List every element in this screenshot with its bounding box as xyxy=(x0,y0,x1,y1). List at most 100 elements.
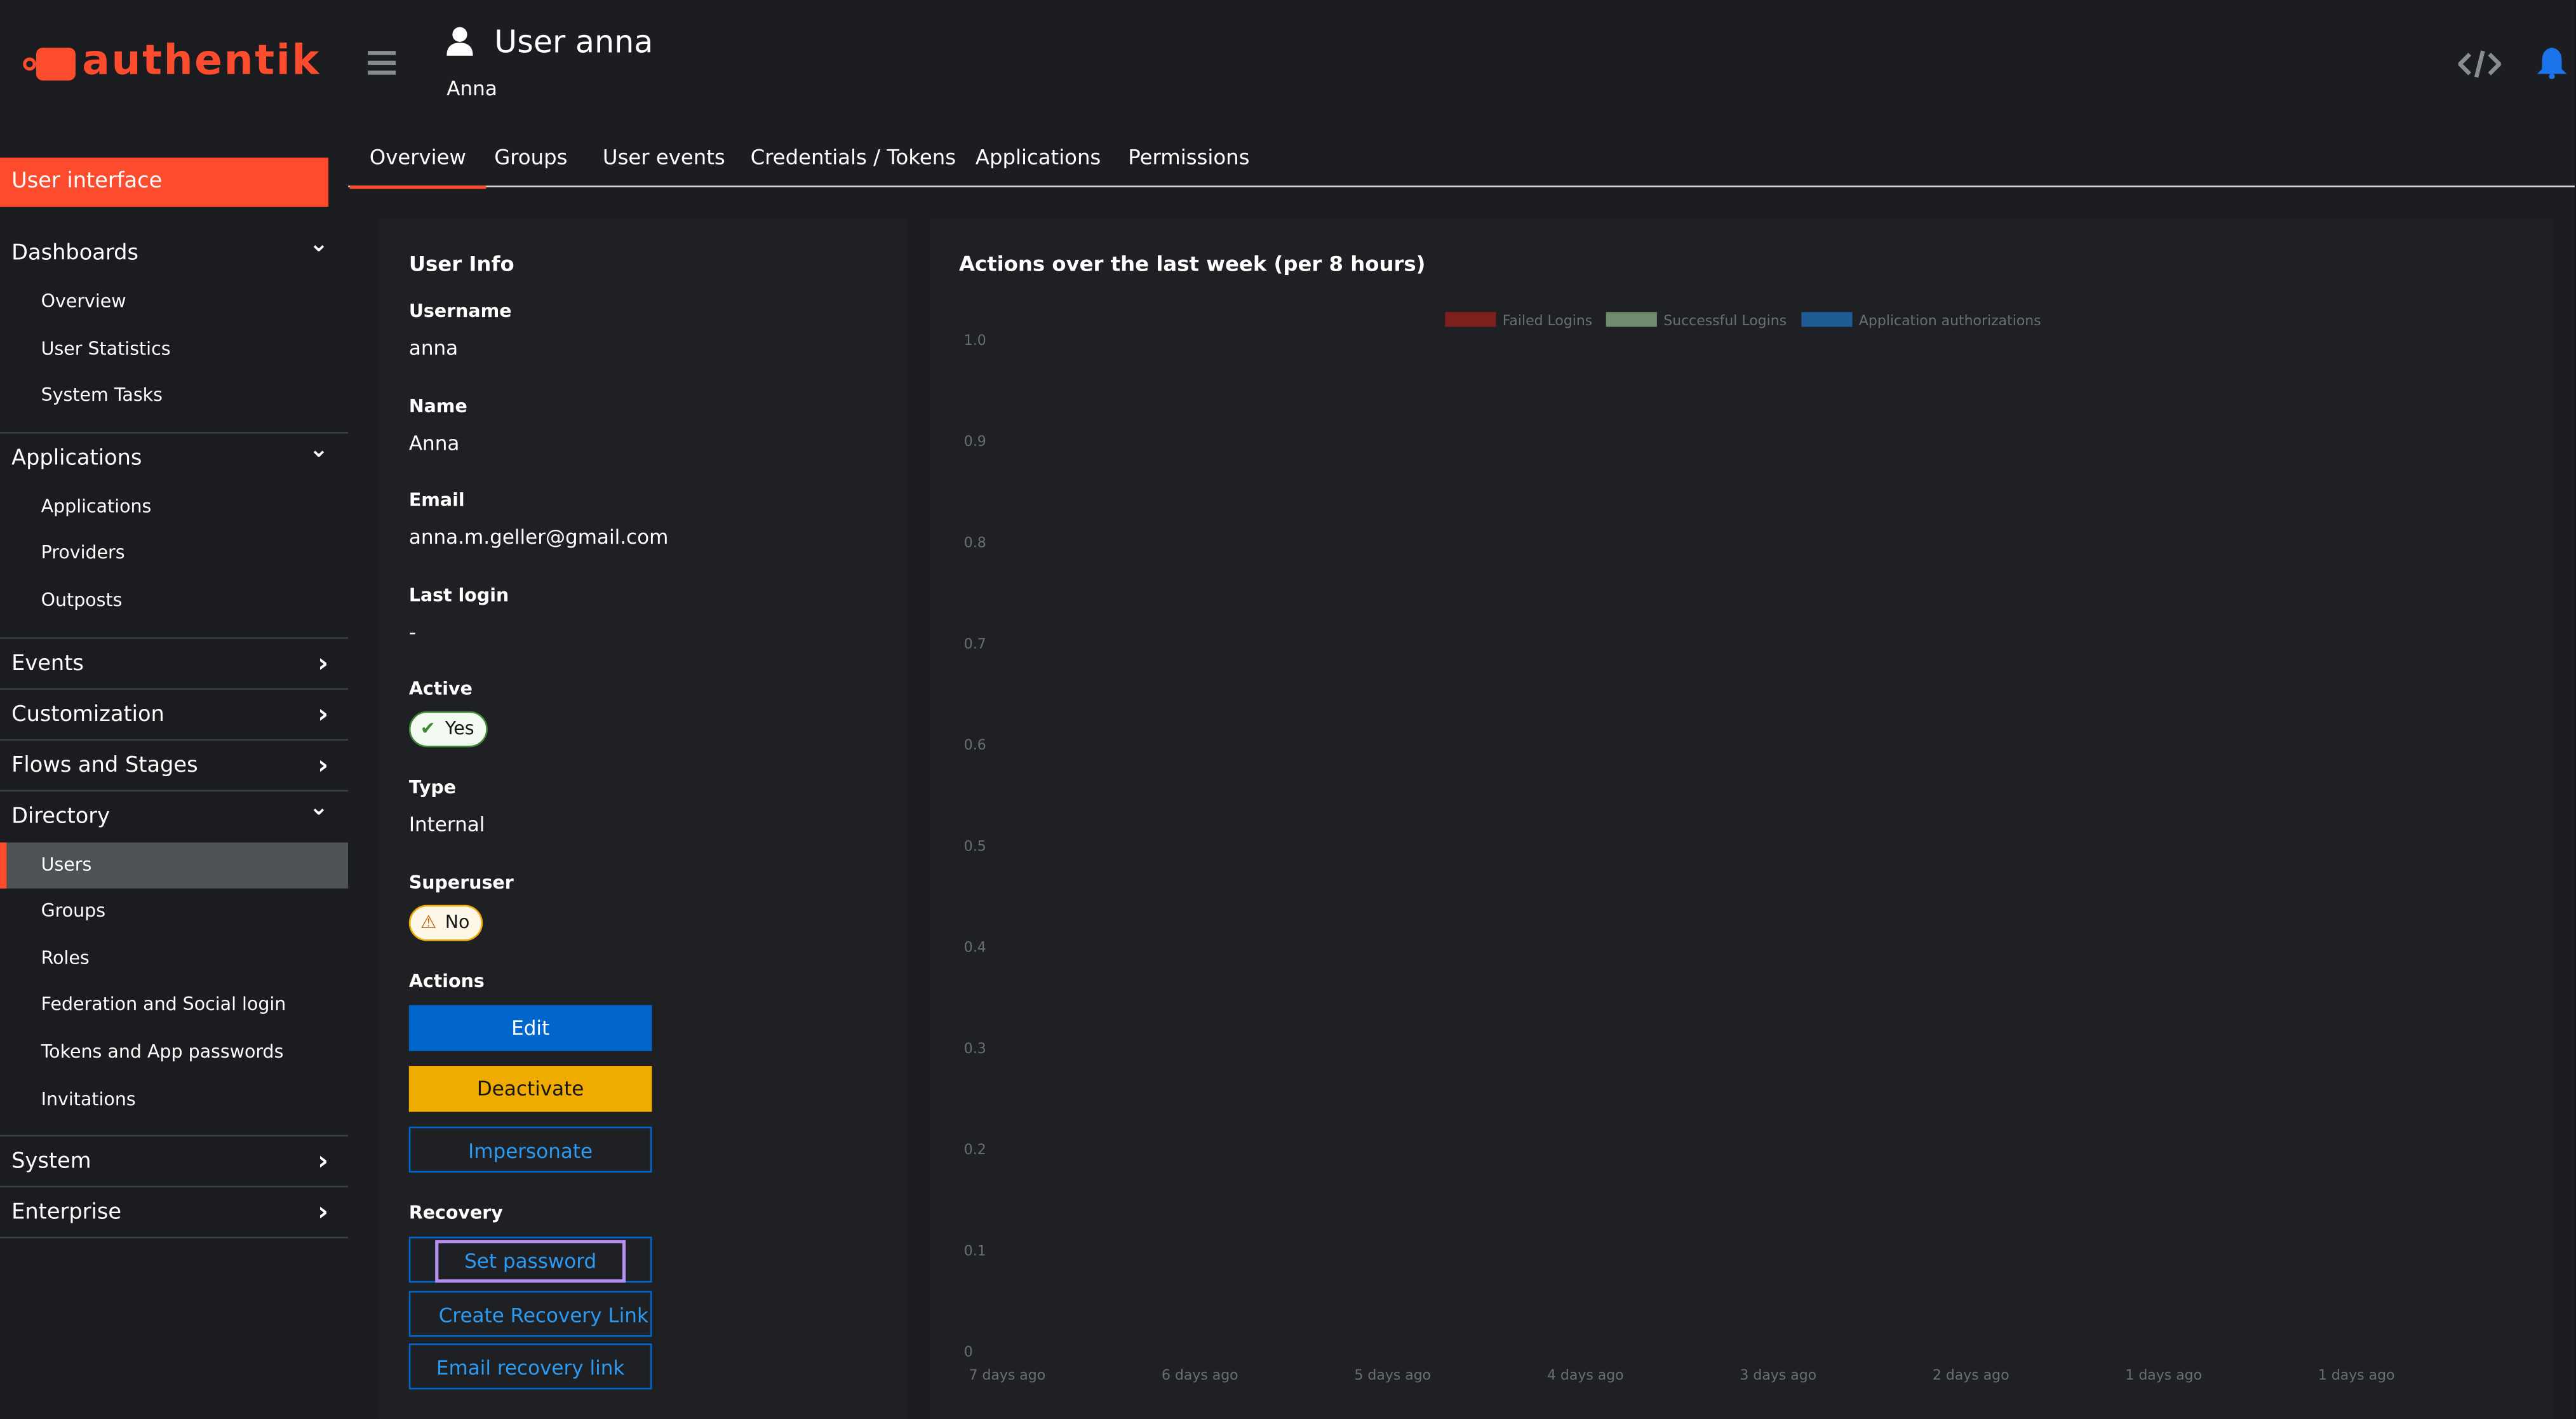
chevron: › xyxy=(318,697,329,729)
y-tick-label: 0.1 xyxy=(964,1243,986,1259)
nav-section: Customization › xyxy=(0,689,349,741)
field-label: Type xyxy=(408,776,457,798)
logo-icon xyxy=(23,47,76,81)
tab[interactable]: Groups xyxy=(494,144,568,170)
tab[interactable]: Overview xyxy=(349,145,486,189)
legend-swatch xyxy=(1445,312,1496,327)
menu-toggle[interactable] xyxy=(368,50,398,76)
nav-item[interactable]: User Statistics xyxy=(41,337,171,360)
nav-section: Applications ⌄ Applications Providers Outpos… xyxy=(0,433,349,638)
chevron: › xyxy=(318,1195,329,1227)
y-tick-label: 0.9 xyxy=(964,434,986,450)
nav-label: Applications xyxy=(11,446,142,471)
y-tick-label: 0 xyxy=(964,1345,973,1361)
action-button[interactable]: Impersonate xyxy=(408,1126,652,1173)
x-tick-label: 6 days ago xyxy=(1162,1368,1238,1383)
nav-item[interactable]: Applications xyxy=(41,495,152,517)
y-tick-label: 0.5 xyxy=(964,838,986,854)
field-value: anna xyxy=(408,337,459,360)
nav-item[interactable]: Outposts xyxy=(41,589,123,611)
nav-item[interactable]: Tokens and App passwords xyxy=(41,1041,284,1063)
notifications[interactable] xyxy=(2537,46,2567,79)
interface-switch[interactable]: User interface xyxy=(0,158,329,207)
x-tick-label: 1 days ago xyxy=(2318,1368,2395,1383)
nav-label: Dashboards xyxy=(11,241,138,266)
button-label: Create Recovery Link xyxy=(438,1303,648,1326)
chevron: › xyxy=(318,748,329,780)
tab[interactable]: Credentials / Tokens xyxy=(750,144,956,170)
action-button[interactable]: Deactivate xyxy=(408,1066,652,1112)
nav-item[interactable]: Federation and Social login xyxy=(41,994,286,1016)
button-label: Email recovery link xyxy=(436,1356,625,1380)
x-tick-label: 1 days ago xyxy=(2125,1368,2202,1383)
chevron: › xyxy=(318,1145,329,1176)
nav-label: Enterprise xyxy=(11,1200,122,1226)
tab[interactable]: Permissions xyxy=(1128,144,1250,170)
chart: Actions over the last week (per 8 hours)… xyxy=(959,252,2395,1383)
chevron: ⌄ xyxy=(309,794,329,821)
nav-section-header[interactable]: Applications ⌄ xyxy=(0,433,348,484)
field-value: anna.m.geller@gmail.com xyxy=(408,525,669,549)
nav-item[interactable]: Invitations xyxy=(41,1088,136,1110)
action-button[interactable]: Edit xyxy=(408,1005,652,1051)
tab[interactable]: User events xyxy=(602,144,725,170)
x-tick-label: 7 days ago xyxy=(969,1368,1046,1383)
button-label: Set password xyxy=(434,1240,626,1283)
legend-label: Successful Logins xyxy=(1663,313,1787,329)
recovery-button[interactable]: Email recovery link xyxy=(408,1343,652,1390)
nav-section-header[interactable]: Customization › xyxy=(0,689,348,740)
recovery-button[interactable]: Set password xyxy=(408,1236,652,1283)
field-label: Last login xyxy=(408,584,509,605)
nav-section-header[interactable]: Directory ⌄ xyxy=(0,791,348,842)
tabs-border xyxy=(348,185,2575,187)
nav-item[interactable]: Groups xyxy=(41,900,106,922)
tab[interactable]: Applications xyxy=(975,144,1101,170)
nav-item[interactable]: Users xyxy=(0,842,349,889)
chevron: ⌄ xyxy=(309,231,329,258)
y-tick-label: 1.0 xyxy=(964,333,986,349)
chevron: ⌄ xyxy=(309,436,329,463)
y-tick-label: 0.3 xyxy=(964,1041,986,1057)
nav-item[interactable]: System Tasks xyxy=(41,384,163,407)
y-tick-label: 0.2 xyxy=(964,1142,986,1158)
page-title: User anna xyxy=(494,24,654,61)
nav-section-header[interactable]: Events › xyxy=(0,638,348,689)
status-badge: ⚠ No xyxy=(408,904,483,941)
nav-label: Directory xyxy=(11,804,111,829)
nav-label: Customization xyxy=(11,702,164,727)
recovery-button[interactable]: Create Recovery Link xyxy=(408,1289,652,1336)
nav-section: System › xyxy=(0,1137,349,1188)
nav-item[interactable]: Roles xyxy=(41,947,90,969)
chevron: › xyxy=(318,646,329,678)
field-label: Superuser xyxy=(408,871,514,893)
user-info-card: User Info Username anna Name Anna Email anna.… xyxy=(379,218,907,1419)
nav-label: System xyxy=(11,1150,91,1175)
legend-label: Failed Logins xyxy=(1503,313,1592,329)
nav-section-header[interactable]: Flows and Stages › xyxy=(0,740,348,791)
field-label: Active xyxy=(408,678,473,700)
section-label: Actions xyxy=(408,971,485,992)
y-tick-label: 0.6 xyxy=(964,737,986,753)
field-value: - xyxy=(408,620,417,643)
nav-section: Enterprise › xyxy=(0,1188,349,1239)
badge-icon: ✔ xyxy=(420,717,436,739)
card-title: User Info xyxy=(408,251,514,276)
x-tick-label: 2 days ago xyxy=(1933,1368,2009,1383)
nav-section: Events › xyxy=(0,638,349,689)
brand: authentik xyxy=(82,36,321,84)
nav-section-header[interactable]: System › xyxy=(0,1137,348,1188)
sidebar: authentik User interface Dashboards ⌄ Over… xyxy=(0,0,349,1419)
nav-section-header[interactable]: Dashboards ⌄ xyxy=(0,228,348,279)
x-tick-label: 3 days ago xyxy=(1740,1368,1816,1383)
page-subtitle: Anna xyxy=(446,77,497,100)
nav-item[interactable]: Providers xyxy=(41,542,125,564)
field-label: Username xyxy=(408,300,512,322)
legend-label: Application authorizations xyxy=(1859,313,2041,329)
nav-item[interactable]: Overview xyxy=(41,290,126,313)
api-icon[interactable] xyxy=(2458,50,2501,79)
nav-section-header[interactable]: Enterprise › xyxy=(0,1188,348,1239)
field-label: Name xyxy=(408,394,467,417)
x-tick-label: 4 days ago xyxy=(1547,1368,1624,1383)
